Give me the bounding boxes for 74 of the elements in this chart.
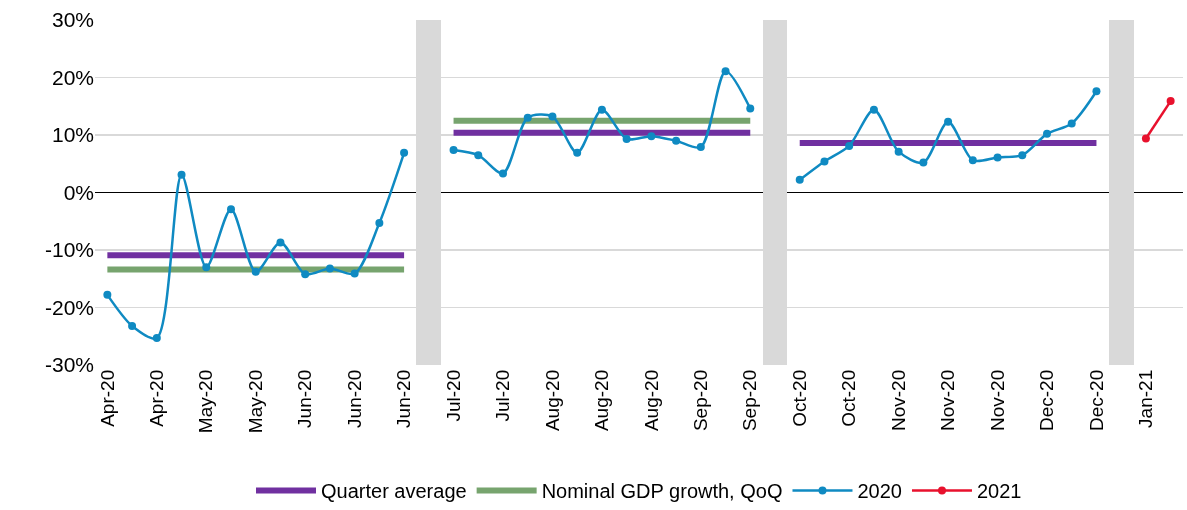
point	[622, 135, 631, 144]
point	[919, 158, 928, 167]
point	[152, 333, 161, 342]
point	[647, 132, 656, 141]
point	[276, 238, 285, 247]
x-tick-label: Aug-20	[591, 369, 613, 432]
point	[968, 156, 977, 165]
x-tick-label: Oct-20	[838, 369, 860, 427]
point	[251, 267, 260, 276]
point	[325, 264, 334, 273]
point	[227, 205, 235, 214]
point	[177, 170, 186, 179]
point	[103, 290, 112, 299]
point	[1166, 97, 1175, 106]
legend-label: 2021	[976, 480, 1022, 503]
point	[869, 105, 878, 114]
point	[548, 112, 557, 121]
point	[474, 151, 483, 160]
point	[1141, 134, 1150, 143]
point	[1067, 119, 1076, 128]
x-tick-label: Nov-20	[887, 369, 909, 432]
legend-label: Quarter average	[321, 480, 467, 503]
x-tick-label: Nov-20	[986, 369, 1008, 432]
point	[993, 153, 1002, 162]
x-tick-label: Sep-20	[739, 369, 761, 432]
point	[350, 269, 359, 278]
legend-label: Nominal GDP growth, QoQ	[541, 480, 783, 503]
point	[202, 263, 211, 272]
x-tick-label: Dec-20	[1085, 369, 1107, 432]
x-tick-label: Jun-20	[393, 369, 415, 428]
x-tick-label: Dec-20	[1036, 369, 1058, 432]
point	[573, 148, 582, 157]
x-tick-label: Apr-20	[96, 369, 118, 427]
point	[499, 169, 507, 178]
x-tick-label: Aug-20	[541, 369, 563, 432]
x-tick-label: Nov-20	[937, 369, 959, 432]
y-tick-label: 0%	[63, 180, 94, 204]
point	[1092, 87, 1101, 96]
x-tick-label: Aug-20	[640, 369, 662, 432]
point	[894, 147, 903, 156]
point	[746, 104, 755, 113]
x-tick-label: Jul-20	[492, 369, 514, 422]
point	[301, 270, 310, 279]
y-tick-label: -10%	[44, 238, 94, 262]
point	[795, 175, 804, 184]
point	[696, 143, 705, 152]
y-tick-label: 20%	[51, 65, 94, 89]
point	[523, 113, 532, 122]
point	[449, 145, 458, 154]
y-tick-label: -30%	[44, 353, 94, 377]
x-tick-label: May-20	[244, 369, 266, 434]
point	[721, 67, 730, 76]
point	[820, 157, 829, 166]
point	[944, 117, 953, 126]
y-tick-label: 30%	[51, 8, 94, 32]
point	[375, 218, 384, 227]
x-tick-label: Jun-20	[343, 369, 365, 428]
point	[1043, 129, 1051, 138]
x-tick-label: Jun-20	[294, 369, 316, 428]
point	[597, 105, 606, 114]
point	[128, 321, 137, 330]
x-tick-label: Apr-20	[146, 369, 167, 427]
x-tick-label: Oct-20	[788, 369, 810, 427]
x-tick-label: Sep-20	[689, 369, 711, 432]
x-tick-label: Jan-21	[1135, 369, 1157, 428]
point	[845, 141, 854, 150]
x-tick-label: May-20	[195, 369, 217, 434]
point	[672, 136, 681, 145]
point	[400, 148, 409, 157]
y-tick-label: 10%	[51, 123, 94, 147]
legend-label: 2020	[857, 480, 902, 503]
point	[1018, 151, 1027, 160]
x-tick-label: Jul-20	[442, 369, 464, 422]
y-tick-label: -20%	[44, 295, 94, 319]
